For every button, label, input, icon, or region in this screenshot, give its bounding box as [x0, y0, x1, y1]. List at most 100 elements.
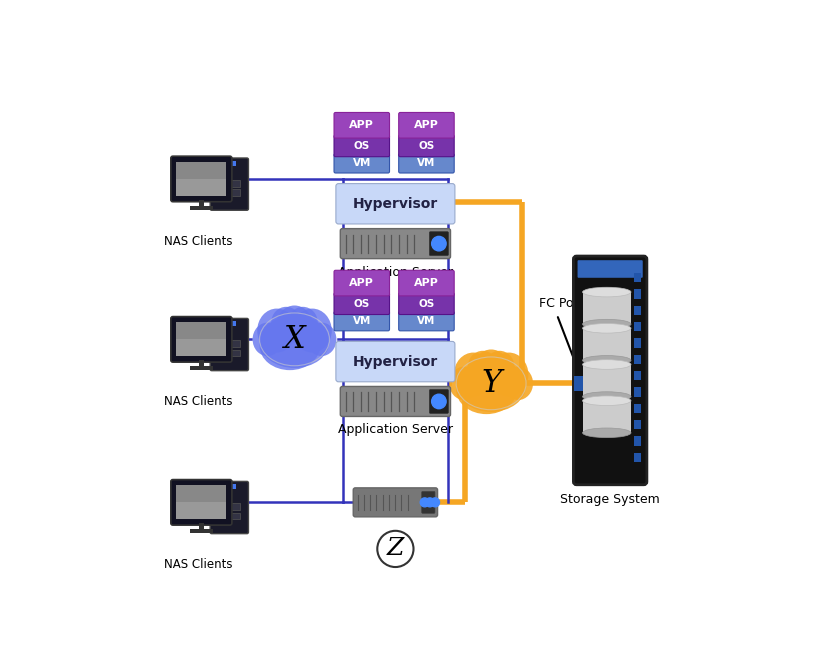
Bar: [634, 306, 640, 315]
Circle shape: [432, 237, 446, 251]
FancyBboxPatch shape: [399, 112, 455, 138]
Bar: [634, 339, 640, 347]
FancyBboxPatch shape: [334, 135, 390, 157]
Text: APP: APP: [349, 120, 374, 130]
Bar: [217, 180, 240, 187]
Bar: [176, 503, 226, 519]
Circle shape: [426, 498, 434, 507]
Bar: [176, 162, 226, 196]
Ellipse shape: [454, 353, 493, 396]
Text: FC Port: FC Port: [539, 296, 584, 310]
Bar: [176, 179, 226, 196]
FancyBboxPatch shape: [171, 156, 232, 202]
FancyBboxPatch shape: [399, 154, 455, 173]
FancyBboxPatch shape: [399, 293, 455, 314]
Ellipse shape: [449, 367, 479, 400]
Ellipse shape: [257, 308, 297, 353]
FancyBboxPatch shape: [574, 256, 647, 485]
Bar: [217, 513, 240, 519]
Bar: [199, 360, 204, 366]
Bar: [634, 453, 640, 462]
Bar: [634, 322, 640, 331]
FancyBboxPatch shape: [399, 270, 455, 296]
Bar: [217, 484, 237, 489]
Bar: [217, 503, 240, 510]
Bar: [217, 321, 237, 326]
Bar: [634, 290, 640, 299]
FancyBboxPatch shape: [578, 260, 643, 278]
FancyBboxPatch shape: [399, 311, 455, 331]
Bar: [190, 206, 213, 210]
FancyBboxPatch shape: [399, 135, 455, 157]
FancyBboxPatch shape: [336, 183, 455, 224]
Circle shape: [432, 394, 446, 409]
Text: OS: OS: [418, 141, 435, 151]
Text: NAS Clients: NAS Clients: [164, 235, 232, 247]
Text: NAS Clients: NAS Clients: [164, 558, 232, 571]
Ellipse shape: [260, 315, 330, 368]
Bar: [634, 387, 640, 396]
Ellipse shape: [583, 428, 631, 437]
Ellipse shape: [583, 360, 631, 370]
Bar: [190, 530, 213, 534]
FancyBboxPatch shape: [334, 293, 390, 314]
Ellipse shape: [485, 351, 515, 382]
Bar: [634, 273, 640, 282]
Text: Hypervisor: Hypervisor: [353, 355, 438, 369]
Text: Storage System: Storage System: [561, 493, 660, 506]
Text: Application Server: Application Server: [338, 265, 453, 279]
FancyBboxPatch shape: [340, 228, 450, 259]
FancyBboxPatch shape: [210, 319, 248, 371]
FancyBboxPatch shape: [171, 480, 232, 525]
Text: OS: OS: [353, 141, 370, 151]
Ellipse shape: [456, 359, 526, 412]
Text: OS: OS: [418, 298, 435, 308]
FancyBboxPatch shape: [422, 491, 435, 513]
Text: NAS Clients: NAS Clients: [164, 395, 232, 408]
FancyBboxPatch shape: [340, 386, 450, 417]
Ellipse shape: [503, 367, 533, 400]
Bar: [634, 420, 640, 429]
Bar: [583, 401, 631, 433]
FancyBboxPatch shape: [334, 270, 390, 296]
Bar: [634, 436, 640, 446]
Text: Z: Z: [386, 538, 404, 560]
Ellipse shape: [456, 366, 517, 414]
Ellipse shape: [293, 308, 332, 353]
Text: Y: Y: [481, 368, 501, 399]
FancyBboxPatch shape: [429, 390, 449, 413]
FancyBboxPatch shape: [353, 488, 437, 517]
Bar: [217, 340, 240, 347]
Bar: [199, 523, 204, 530]
Bar: [217, 161, 237, 166]
Bar: [176, 323, 226, 356]
Ellipse shape: [583, 323, 631, 333]
Text: VM: VM: [418, 159, 436, 168]
Ellipse shape: [583, 287, 631, 297]
Ellipse shape: [271, 307, 301, 339]
FancyBboxPatch shape: [334, 112, 390, 138]
Bar: [176, 339, 226, 356]
Bar: [574, 376, 584, 390]
Ellipse shape: [260, 322, 320, 370]
Text: VM: VM: [353, 159, 371, 168]
Ellipse shape: [288, 307, 318, 339]
FancyBboxPatch shape: [171, 317, 232, 362]
Bar: [217, 190, 240, 196]
Text: VM: VM: [418, 316, 436, 326]
Text: Hypervisor: Hypervisor: [353, 197, 438, 211]
Bar: [583, 364, 631, 396]
Text: OS: OS: [353, 298, 370, 308]
Bar: [190, 366, 213, 370]
Ellipse shape: [277, 306, 312, 343]
Bar: [634, 355, 640, 364]
Bar: [583, 329, 631, 360]
Circle shape: [420, 498, 429, 507]
Bar: [217, 349, 240, 356]
Ellipse shape: [473, 349, 509, 386]
Bar: [634, 371, 640, 380]
Text: APP: APP: [414, 120, 439, 130]
Ellipse shape: [307, 323, 336, 356]
Bar: [634, 404, 640, 413]
Ellipse shape: [468, 351, 497, 382]
